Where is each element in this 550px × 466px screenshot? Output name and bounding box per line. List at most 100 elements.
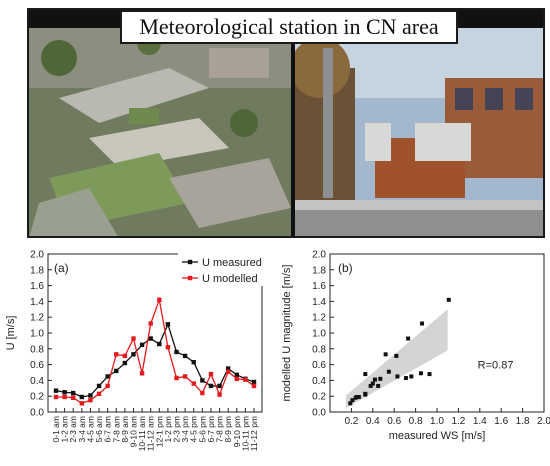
data-point-measured [114, 368, 119, 374]
data-point-modelled [88, 397, 93, 403]
x-tick-label-b: 0.8 [409, 416, 423, 427]
data-point-measured [62, 390, 67, 395]
y-tick-label-b: 1.2 [312, 313, 326, 324]
x-tick-label-a: 11-12 pm [249, 416, 259, 451]
data-point-modelled [114, 352, 119, 357]
scatter-point [446, 297, 451, 302]
scatter-point [406, 336, 411, 341]
x-tick-label-a: 4-5 am [85, 416, 95, 442]
x-tick-label-a: 3-4 am [77, 416, 87, 442]
data-point-modelled [208, 371, 214, 377]
y-tick-label-b: 2.0 [312, 250, 326, 261]
correlation-annotation: R=0.87 [478, 360, 514, 372]
y-axis-label-b: modelled U magnitude [m/s] [281, 265, 293, 402]
panel-label-b: (b) [338, 261, 353, 275]
data-point-modelled [139, 371, 145, 376]
data-point-measured [217, 383, 222, 389]
scatter-point [386, 369, 391, 374]
x-tick-label-b: 0.2 [344, 416, 358, 427]
scatter-point [394, 353, 399, 358]
chart-a: 0.0 0.2 0.4 0.6 0.8 1.0 1.2 1.4 1.6 1.8 2.0 0-1 am 1… [0, 240, 270, 466]
data-point-measured [174, 349, 179, 355]
x-tick-label-a: 6-7 am [103, 416, 113, 442]
scatter-point [427, 372, 432, 377]
y-tick-label-a: 0.8 [30, 344, 44, 355]
x-tick-label-b: 1.2 [451, 416, 465, 427]
y-tick-label-a: 1.8 [30, 265, 44, 276]
x-tick-label-b: 1.6 [494, 416, 508, 427]
x-tick-label-b: 1.0 [430, 416, 444, 427]
series-line-modelled [56, 297, 255, 405]
x-tick-label-a: 1-2 am [60, 416, 70, 442]
y-tick-label-b: 1.6 [312, 281, 326, 292]
data-point-measured [79, 394, 85, 400]
x-tick-label-a: 11-12 am [146, 416, 156, 451]
scatter-point [372, 377, 377, 382]
data-point-modelled [200, 390, 205, 396]
x-tick-label-a: 9-10 pm [232, 416, 242, 447]
scatter-point [356, 394, 361, 399]
scatter-point [403, 376, 408, 381]
data-point-measured [234, 372, 239, 378]
data-point-modelled [165, 345, 171, 350]
scatter-point [383, 352, 388, 357]
legend-box-a [178, 252, 264, 286]
data-point-measured [148, 336, 153, 341]
scatter-point [363, 391, 368, 396]
data-point-measured [88, 393, 93, 398]
scatter-point [395, 374, 400, 379]
data-point-modelled [182, 374, 188, 379]
data-point-measured [96, 383, 102, 389]
x-tick-label-a: 7-8 am [111, 416, 121, 442]
x-tick-label-a: 2-3 pm [172, 416, 182, 442]
scatter-point [370, 381, 375, 386]
y-tick-label-b: 0.6 [312, 360, 326, 371]
data-point-measured [157, 341, 162, 347]
y-tick-label-b: 0.2 [312, 392, 326, 403]
legend-label-1: U modelled [202, 273, 258, 285]
x-tick-label-a: 0-1 am [51, 416, 61, 442]
scatter-point [378, 376, 383, 381]
scatter-point [354, 394, 359, 399]
x-tick-label-a: 5-6 pm [197, 416, 207, 442]
chart-b-svg: 0.0 0.2 0.4 0.6 0.8 1.0 1.2 1.4 1.6 1.8 2.0 0.2 0.4 0… [281, 250, 550, 443]
y-tick-label-a: 1.4 [30, 297, 44, 308]
data-point-modelled [251, 383, 257, 389]
legend-marker-1 [187, 275, 193, 281]
y-tick-label-b: 1.4 [312, 297, 326, 308]
photo-panel [27, 8, 545, 238]
y-axis-label-a: U [m/s] [5, 316, 17, 351]
x-tick-label-a: 6-7 pm [206, 416, 216, 442]
scatter-point [418, 371, 423, 376]
data-point-measured [139, 342, 145, 348]
fit-band [346, 309, 448, 409]
data-point-modelled [131, 336, 136, 341]
data-point-modelled [71, 395, 76, 400]
x-tick-label-b: 1.8 [516, 416, 530, 427]
data-point-modelled [174, 375, 179, 381]
x-tick-label-b: 0.6 [387, 416, 401, 427]
x-tick-label-a: 5-6 am [94, 416, 104, 442]
x-tick-label-a: 7-8 pm [215, 416, 225, 442]
data-point-measured [200, 378, 205, 383]
scatter-point [368, 383, 373, 388]
y-tick-label-a: 0.6 [30, 360, 44, 371]
y-tick-label-a: 0.2 [30, 392, 44, 403]
data-point-modelled [122, 353, 128, 359]
x-tick-label-a: 3-4 pm [180, 416, 190, 442]
data-point-measured [131, 352, 136, 357]
data-point-modelled [234, 376, 239, 382]
data-point-modelled [79, 401, 85, 406]
data-point-modelled [243, 377, 248, 382]
legend-marker-0 [187, 259, 193, 265]
x-tick-label-a: 1-2 pm [163, 416, 173, 442]
y-tick-label-a: 1.6 [30, 281, 44, 292]
x-tick-label-b: 2.0 [537, 416, 550, 427]
data-point-measured [122, 360, 128, 366]
data-point-measured [182, 353, 188, 359]
y-tick-label-a: 0.4 [30, 376, 44, 387]
y-tick-label-a: 0.0 [30, 408, 44, 419]
data-point-measured [208, 383, 214, 389]
data-point-modelled [157, 297, 162, 303]
x-tick-label-a: 2-3 am [68, 416, 78, 442]
